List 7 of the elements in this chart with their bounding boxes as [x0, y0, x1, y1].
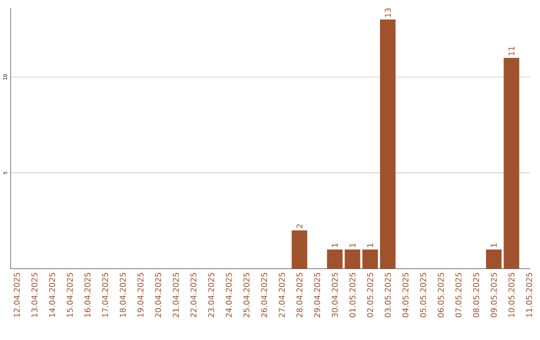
bar [292, 230, 308, 269]
bar [504, 58, 520, 269]
bar [327, 250, 343, 269]
bar [486, 250, 502, 269]
bar [344, 250, 360, 269]
bar [362, 250, 378, 269]
bar [380, 20, 396, 269]
